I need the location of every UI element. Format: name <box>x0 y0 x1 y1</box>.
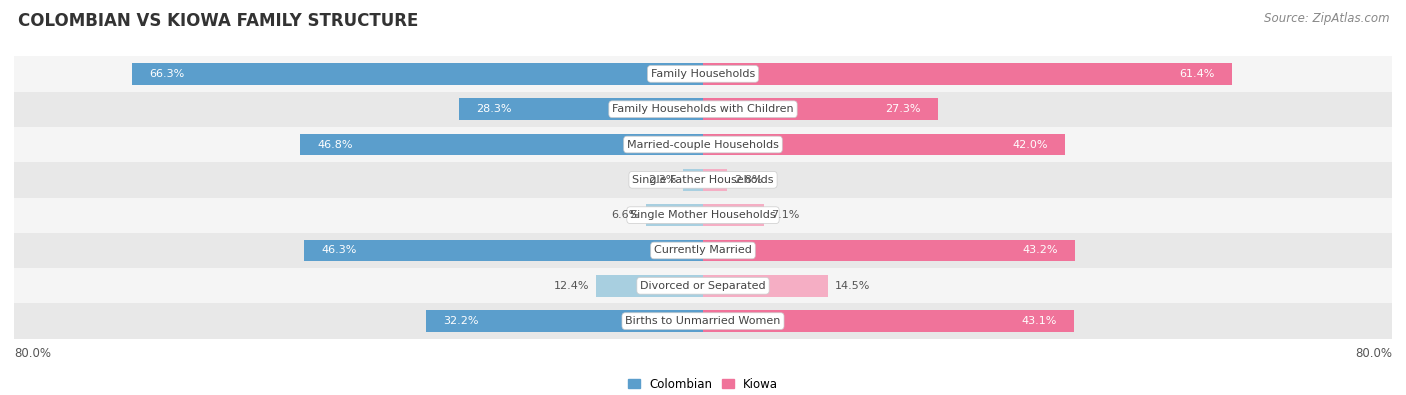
Text: 43.2%: 43.2% <box>1022 245 1057 256</box>
Bar <box>299 134 703 156</box>
Text: COLOMBIAN VS KIOWA FAMILY STRUCTURE: COLOMBIAN VS KIOWA FAMILY STRUCTURE <box>18 12 419 30</box>
Bar <box>132 63 703 85</box>
Bar <box>703 204 763 226</box>
Text: 2.3%: 2.3% <box>648 175 676 185</box>
Bar <box>304 239 703 261</box>
Text: 61.4%: 61.4% <box>1180 69 1215 79</box>
Text: 6.6%: 6.6% <box>612 210 640 220</box>
Bar <box>0 162 1406 198</box>
Text: Single Father Households: Single Father Households <box>633 175 773 185</box>
Bar <box>0 268 1406 303</box>
Bar <box>703 310 1074 332</box>
Bar <box>426 310 703 332</box>
Legend: Colombian, Kiowa: Colombian, Kiowa <box>623 373 783 395</box>
Bar <box>460 98 703 120</box>
Bar <box>703 98 938 120</box>
Bar <box>703 169 727 191</box>
Bar <box>703 239 1076 261</box>
Text: Source: ZipAtlas.com: Source: ZipAtlas.com <box>1264 12 1389 25</box>
Bar <box>703 275 828 297</box>
Bar <box>703 63 1232 85</box>
Text: Births to Unmarried Women: Births to Unmarried Women <box>626 316 780 326</box>
Text: 14.5%: 14.5% <box>835 281 870 291</box>
Text: 46.8%: 46.8% <box>318 139 353 150</box>
Bar <box>0 127 1406 162</box>
Text: Married-couple Households: Married-couple Households <box>627 139 779 150</box>
Bar <box>596 275 703 297</box>
Text: 66.3%: 66.3% <box>149 69 184 79</box>
Text: 46.3%: 46.3% <box>322 245 357 256</box>
Text: Family Households with Children: Family Households with Children <box>612 104 794 114</box>
Text: 80.0%: 80.0% <box>1355 346 1392 359</box>
Bar <box>0 233 1406 268</box>
Text: Divorced or Separated: Divorced or Separated <box>640 281 766 291</box>
Text: Single Mother Households: Single Mother Households <box>630 210 776 220</box>
Bar <box>683 169 703 191</box>
Text: 28.3%: 28.3% <box>477 104 512 114</box>
Bar <box>0 303 1406 339</box>
Text: 80.0%: 80.0% <box>14 346 51 359</box>
Text: 12.4%: 12.4% <box>554 281 589 291</box>
Text: 43.1%: 43.1% <box>1022 316 1057 326</box>
Bar <box>703 134 1064 156</box>
Bar <box>0 56 1406 92</box>
Text: 42.0%: 42.0% <box>1012 139 1047 150</box>
Text: Family Households: Family Households <box>651 69 755 79</box>
Bar <box>0 92 1406 127</box>
Bar <box>0 198 1406 233</box>
Bar <box>647 204 703 226</box>
Text: Currently Married: Currently Married <box>654 245 752 256</box>
Text: 2.8%: 2.8% <box>734 175 762 185</box>
Text: 7.1%: 7.1% <box>770 210 800 220</box>
Text: 27.3%: 27.3% <box>886 104 921 114</box>
Text: 32.2%: 32.2% <box>443 316 478 326</box>
